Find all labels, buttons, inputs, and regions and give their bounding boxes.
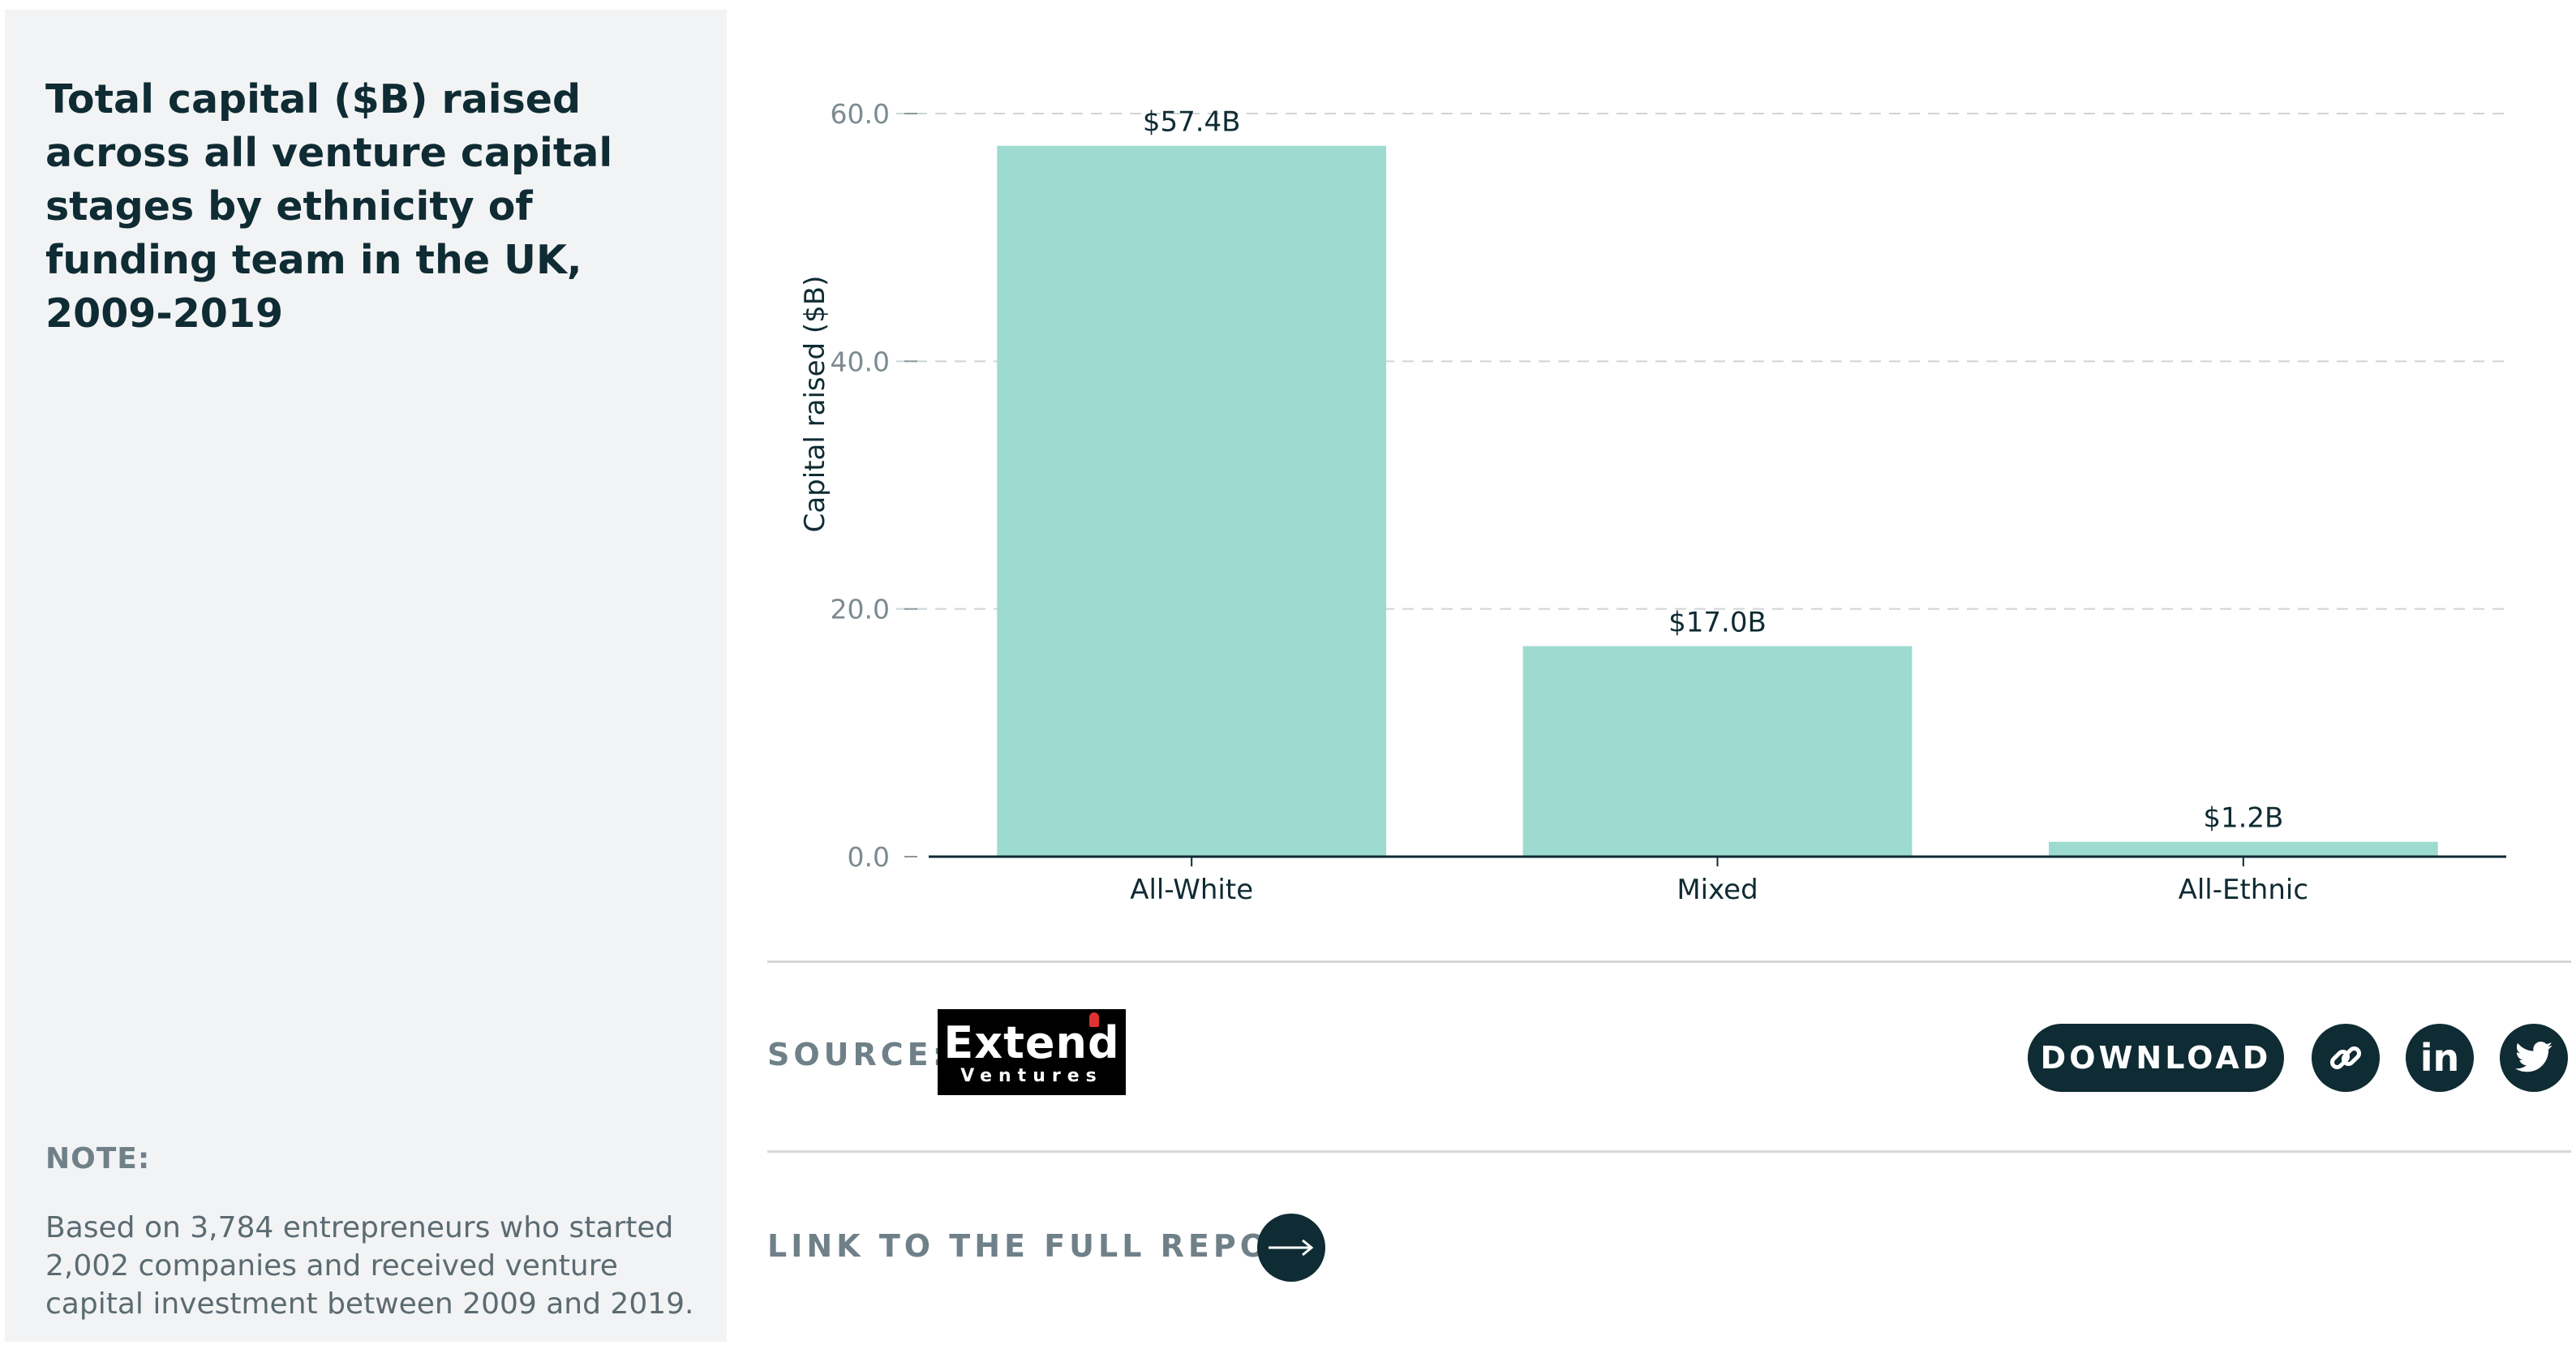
data-labels: $57.4B $17.0B $1.2B bbox=[1143, 106, 2284, 835]
x-tick-label: All-White bbox=[1130, 874, 1253, 906]
source-label: SOURCE: bbox=[767, 1037, 949, 1072]
extend-ventures-logo[interactable]: Extend Ventures bbox=[938, 1009, 1126, 1095]
copy-link-button[interactable] bbox=[2312, 1024, 2380, 1092]
data-label: $1.2B bbox=[2203, 802, 2283, 835]
x-tick-label: All-Ethnic bbox=[2179, 874, 2308, 906]
divider-bottom bbox=[767, 1150, 2571, 1153]
divider-top bbox=[767, 960, 2571, 963]
bar-chart: 0.0 20.0 40.0 60.0 $57.4B $17.0B $1.2B All-Wh… bbox=[799, 98, 2506, 906]
logo-sub-text: Ventures bbox=[960, 1066, 1103, 1086]
y-tick-label: 60.0 bbox=[831, 98, 890, 130]
y-tick-label: 0.0 bbox=[848, 841, 890, 873]
bar bbox=[1522, 646, 1913, 857]
grid-lines bbox=[896, 113, 2506, 610]
x-tick-label: Mixed bbox=[1677, 874, 1758, 906]
side-panel: Total capital ($B) raised across all ven… bbox=[5, 10, 727, 1342]
full-report-arrow-button[interactable] bbox=[1257, 1214, 1325, 1282]
y-tick-labels: 0.0 20.0 40.0 60.0 bbox=[831, 98, 917, 873]
y-axis-label: Capital raised ($B) bbox=[799, 276, 831, 533]
bar bbox=[2048, 841, 2438, 857]
twitter-share-button[interactable] bbox=[2500, 1024, 2568, 1092]
data-label: $57.4B bbox=[1143, 106, 1241, 139]
full-report-link[interactable]: LINK TO THE FULL REPORT bbox=[767, 1228, 1322, 1264]
link-icon bbox=[2329, 1046, 2362, 1070]
linkedin-icon: in bbox=[2419, 1036, 2460, 1080]
logo-accent-icon bbox=[1089, 1012, 1099, 1027]
x-tick-labels: All-White Mixed All-Ethnic bbox=[1130, 857, 2308, 906]
data-label: $17.0B bbox=[1668, 606, 1767, 638]
y-tick-label: 20.0 bbox=[831, 594, 890, 625]
chart-title: Total capital ($B) raised across all ven… bbox=[45, 76, 613, 337]
bars bbox=[997, 145, 2438, 857]
y-tick-label: 40.0 bbox=[831, 346, 890, 377]
note-label: NOTE: bbox=[45, 1142, 151, 1175]
download-button[interactable]: DOWNLOAD bbox=[2028, 1024, 2284, 1092]
linkedin-share-button[interactable]: in bbox=[2406, 1024, 2474, 1092]
bar bbox=[997, 145, 1387, 857]
note-text: Based on 3,784 entrepreneurs who started… bbox=[45, 1211, 694, 1321]
arrow-right-icon bbox=[1269, 1239, 1314, 1257]
twitter-icon bbox=[2515, 1042, 2552, 1072]
